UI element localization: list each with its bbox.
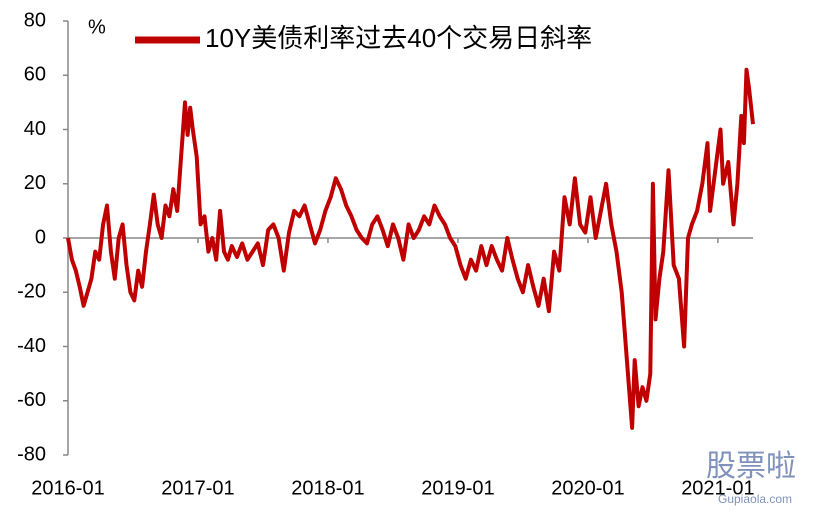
x-tick-label: 2018-01 [291, 477, 364, 499]
y-tick-label: -20 [17, 281, 46, 303]
y-axis-unit: % [88, 16, 106, 38]
y-tick-label: -80 [17, 443, 46, 465]
y-tick-label: -40 [17, 335, 46, 357]
x-tick-label: 2021-01 [681, 477, 754, 499]
y-tick-label: 80 [24, 9, 46, 31]
y-tick-label: 60 [24, 64, 46, 86]
watermark-url: Gupiaola.com [718, 492, 792, 506]
x-tick-label: 2016-01 [31, 477, 104, 499]
y-tick-label: -60 [17, 389, 46, 411]
series-line [66, 67, 755, 430]
watermark-title: 股票啦 [706, 450, 796, 483]
y-tick-label: 0 [35, 226, 46, 248]
y-tick-label: 20 [24, 172, 46, 194]
legend-label: 10Y美债利率过去40个交易日斜率 [205, 23, 592, 53]
x-tick-label: 2019-01 [421, 477, 494, 499]
x-tick-label: 2020-01 [551, 477, 624, 499]
x-tick-label: 2017-01 [161, 477, 234, 499]
y-tick-label: 40 [24, 118, 46, 140]
